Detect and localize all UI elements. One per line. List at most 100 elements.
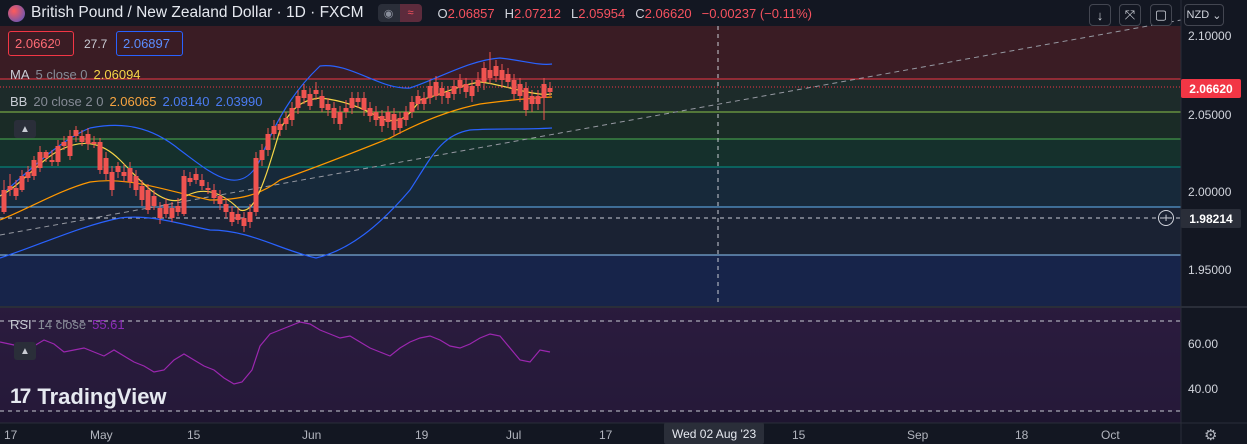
candle-body <box>181 176 187 214</box>
zone-band-4 <box>0 139 1181 167</box>
bb-basis-line <box>0 96 553 221</box>
arrow-down-icon[interactable]: ↓ <box>1089 4 1111 26</box>
add-alert-icon[interactable]: + <box>1158 210 1174 226</box>
candle-body <box>73 130 79 136</box>
zone-band-3 <box>0 112 1181 139</box>
candle-body <box>61 142 67 146</box>
candle-body <box>283 118 289 124</box>
time-tick: Jun <box>302 428 322 442</box>
candle-body <box>7 186 13 190</box>
candle-body <box>271 126 277 134</box>
candle-body <box>337 112 343 124</box>
candle-body <box>445 92 451 98</box>
candle-body <box>25 172 31 178</box>
symbol-actions[interactable]: ◉ ≈ <box>377 4 422 22</box>
candle-body <box>211 190 217 198</box>
candle-body <box>115 166 121 172</box>
candle-body <box>235 214 241 220</box>
collapse-rsi-button[interactable]: ▲ <box>14 342 36 360</box>
candle-body <box>427 86 433 98</box>
candle-body <box>481 68 487 82</box>
candle-body <box>403 112 409 120</box>
candle-body <box>307 94 313 106</box>
candle-body <box>529 96 535 104</box>
symbol-title[interactable]: British Pound / New Zealand Dollar · 1D … <box>31 4 364 21</box>
candle-body <box>505 74 511 82</box>
candle-body <box>451 86 457 94</box>
candle-body <box>391 114 397 130</box>
time-tick: 17 <box>599 428 613 442</box>
candle-body <box>145 190 151 210</box>
time-tick: 15 <box>792 428 806 442</box>
candle-body <box>409 102 415 112</box>
candle-body <box>19 176 25 190</box>
tradingview-logo[interactable]: 17 TradingView <box>10 384 167 410</box>
time-tick: 18 <box>1015 428 1029 442</box>
sell-price-box[interactable]: 2.0662 0 <box>8 31 74 56</box>
candle-body <box>343 108 349 112</box>
candle-body <box>175 206 181 212</box>
tradingview-mark-icon: 17 <box>10 385 31 408</box>
rsi-tick: 40.00 <box>1188 382 1219 396</box>
high-value: 2.07212 <box>514 5 562 21</box>
candle-body <box>241 218 247 226</box>
candle-body <box>397 118 403 128</box>
candle-body <box>301 90 307 98</box>
rsi-line <box>0 321 551 385</box>
candle-body <box>433 82 439 96</box>
crosshair-price-label: 1.98214 <box>1181 209 1241 228</box>
rsi-legend[interactable]: RSI 14 close 55.61 <box>10 317 125 332</box>
collapse-legend-button[interactable]: ▲ <box>14 120 36 138</box>
bb-legend[interactable]: BB 20 close 2 0 2.06065 2.08140 2.03990 <box>10 94 263 109</box>
gear-icon[interactable]: ⚙ <box>1204 427 1218 444</box>
waves-icon[interactable]: ≈ <box>399 4 422 22</box>
candles-group <box>1 52 553 232</box>
bb-upper-value: 2.08140 <box>162 94 210 109</box>
change-value: −0.00237 (−0.11%) <box>701 5 812 21</box>
candle-body <box>31 160 37 176</box>
candle-body <box>319 96 325 108</box>
open-value: 2.06857 <box>447 5 495 21</box>
candle-body <box>205 188 211 190</box>
candle-body <box>163 204 169 214</box>
candle-body <box>313 90 319 94</box>
candle-body <box>103 158 109 174</box>
eye-icon[interactable]: ◉ <box>377 4 400 22</box>
close-value: 2.06620 <box>644 5 692 21</box>
time-tick: Jul <box>506 428 522 442</box>
candle-body <box>469 86 475 96</box>
zone-band-5 <box>0 167 1181 207</box>
candle-body <box>385 112 391 122</box>
candle-body <box>493 66 499 76</box>
buy-price-box[interactable]: 2.06897 <box>116 31 183 56</box>
bb-lower-line <box>0 127 553 259</box>
candle-body <box>361 98 367 110</box>
symbol-legend[interactable]: British Pound / New Zealand Dollar · 1D … <box>8 4 812 22</box>
currency-selector[interactable]: NZD ⌄ <box>1184 4 1224 26</box>
candle-body <box>1 190 7 212</box>
price-tick: 2.10000 <box>1188 29 1232 43</box>
fullscreen-icon[interactable]: ⤧ <box>1119 4 1141 26</box>
candle-body <box>67 136 73 156</box>
candle-body <box>37 152 43 168</box>
candle-body <box>109 172 115 190</box>
candle-body <box>199 180 205 186</box>
candle-body <box>169 208 175 218</box>
candle-body <box>295 96 301 108</box>
candle-body <box>355 98 361 102</box>
ma-legend[interactable]: MA 5 close 0 2.06094 <box>10 67 141 82</box>
candle-body <box>331 108 337 118</box>
candle-body <box>541 84 547 98</box>
candle-body <box>97 142 103 170</box>
candle-body <box>259 150 265 160</box>
candle-body <box>415 96 421 104</box>
candle-body <box>55 146 61 162</box>
restore-icon[interactable]: ▢ <box>1150 4 1172 26</box>
time-tick: Oct <box>1101 428 1120 442</box>
trend-line[interactable] <box>0 19 1182 236</box>
candle-body <box>475 80 481 86</box>
candle-body <box>127 168 133 182</box>
price-tick: 2.05000 <box>1188 108 1232 122</box>
spread-value: 27.7 <box>84 36 108 51</box>
